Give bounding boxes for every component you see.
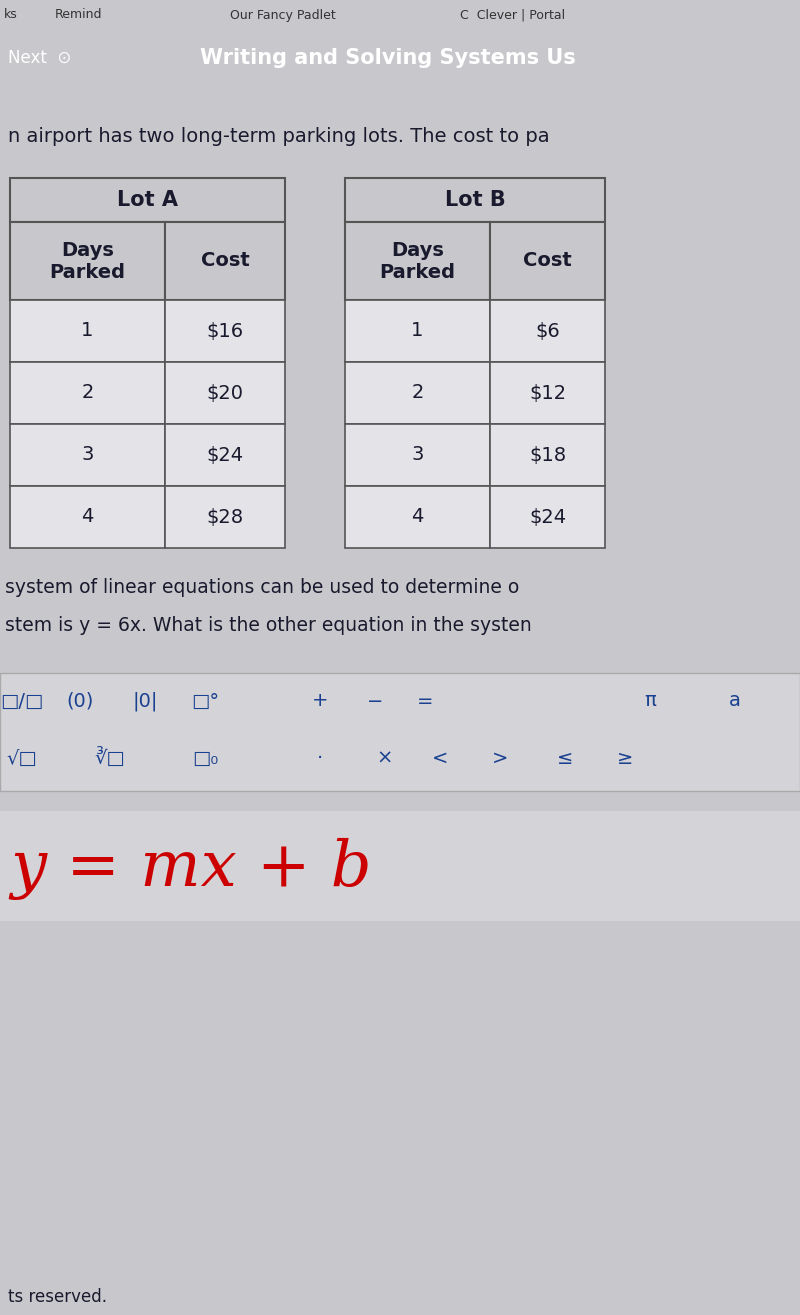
Text: 3: 3 [82, 446, 94, 464]
Text: 1: 1 [411, 321, 424, 341]
Bar [0, 673, 800, 792]
Bar [0, 811, 800, 920]
Text: π: π [644, 692, 656, 710]
Text: a: a [729, 692, 741, 710]
Bar [490, 487, 605, 548]
Bar [345, 222, 490, 300]
Text: 3: 3 [411, 446, 424, 464]
Bar [10, 423, 165, 487]
Bar [10, 222, 165, 300]
Text: +: + [312, 692, 328, 710]
Text: y = mx + b: y = mx + b [10, 838, 372, 899]
Text: Days
Parked: Days Parked [379, 241, 455, 281]
Bar [490, 222, 605, 300]
Text: □/□: □/□ [0, 692, 44, 710]
Bar [165, 300, 285, 362]
Bar [490, 300, 605, 362]
Text: |0|: |0| [132, 692, 158, 710]
Text: −: − [367, 692, 383, 710]
Text: $20: $20 [206, 384, 243, 402]
Text: ks: ks [4, 8, 18, 21]
Text: 1: 1 [82, 321, 94, 341]
Bar [490, 362, 605, 423]
Text: □°: □° [191, 692, 219, 710]
Text: ts reserved.: ts reserved. [8, 1287, 107, 1306]
Text: $24: $24 [529, 508, 566, 526]
Text: C  Clever | Portal: C Clever | Portal [460, 8, 565, 21]
Text: (0): (0) [66, 692, 94, 710]
Bar [10, 487, 165, 548]
Text: $6: $6 [535, 321, 560, 341]
Bar [345, 423, 490, 487]
Bar [490, 423, 605, 487]
Text: Cost: Cost [523, 251, 572, 271]
Text: stem is y = 6x. What is the other equation in the systen: stem is y = 6x. What is the other equati… [5, 615, 532, 635]
Text: =: = [417, 692, 434, 710]
Text: Days
Parked: Days Parked [50, 241, 126, 281]
Text: ≥: ≥ [617, 748, 633, 768]
Text: n airport has two long-term parking lots. The cost to pa: n airport has two long-term parking lots… [8, 126, 550, 146]
Text: Lot B: Lot B [445, 189, 506, 210]
Bar [10, 362, 165, 423]
Text: Lot A: Lot A [117, 189, 178, 210]
Text: Remind: Remind [55, 8, 102, 21]
Bar [165, 222, 285, 300]
Text: $12: $12 [529, 384, 566, 402]
Text: 4: 4 [411, 508, 424, 526]
Text: √□: √□ [6, 748, 38, 768]
Text: 2: 2 [411, 384, 424, 402]
Bar [10, 300, 165, 362]
Text: system of linear equations can be used to determine o: system of linear equations can be used t… [5, 579, 519, 597]
Text: $18: $18 [529, 446, 566, 464]
Text: ·: · [317, 748, 323, 768]
Text: ×: × [377, 748, 393, 768]
Bar [345, 487, 490, 548]
Text: Next  ⊙: Next ⊙ [8, 49, 71, 67]
Text: <: < [432, 748, 448, 768]
Text: Writing and Solving Systems Us: Writing and Solving Systems Us [200, 47, 576, 68]
Text: $28: $28 [206, 508, 243, 526]
Text: □₀: □₀ [192, 748, 218, 768]
Bar [10, 178, 285, 222]
Text: ≤: ≤ [557, 748, 573, 768]
Bar [345, 300, 490, 362]
Text: 2: 2 [82, 384, 94, 402]
Text: ∛□: ∛□ [94, 748, 126, 768]
Bar [165, 362, 285, 423]
Bar [165, 423, 285, 487]
Bar [165, 487, 285, 548]
Text: $16: $16 [206, 321, 243, 341]
Bar [345, 362, 490, 423]
Text: Our Fancy Padlet: Our Fancy Padlet [230, 8, 336, 21]
Text: >: > [492, 748, 508, 768]
Text: $24: $24 [206, 446, 243, 464]
Text: 4: 4 [82, 508, 94, 526]
Text: Cost: Cost [201, 251, 250, 271]
Bar [345, 178, 605, 222]
